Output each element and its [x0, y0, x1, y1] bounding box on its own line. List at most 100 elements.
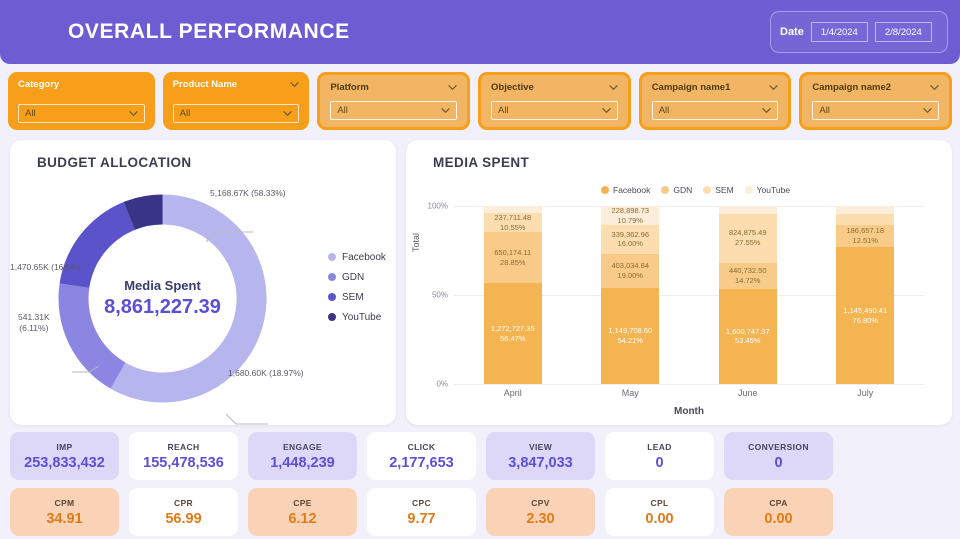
bar-segment-facebook-april[interactable]: 1,272,727.35 56.47%: [483, 283, 542, 384]
kpi-card-view[interactable]: VIEW 3,847,033: [486, 432, 595, 480]
kpi-card-cpr[interactable]: CPR 56.99: [129, 488, 238, 536]
filter-value: All: [819, 105, 830, 116]
filter-category[interactable]: Category All: [8, 72, 155, 130]
filter-select[interactable]: All: [172, 104, 300, 123]
segment-value-label: 339,362.96: [611, 229, 650, 239]
date-to-input[interactable]: 2/8/2024: [874, 22, 932, 42]
filter-label: Platform: [330, 82, 369, 93]
filter-select[interactable]: All: [330, 101, 458, 120]
filter-objective[interactable]: Objective All: [478, 72, 631, 130]
kpi-card-lead[interactable]: LEAD 0: [605, 432, 714, 480]
filter-campaign-name2[interactable]: Campaign name2 All: [799, 72, 953, 130]
kpi-value: 34.91: [46, 510, 83, 527]
filter-header: Objective: [491, 82, 618, 93]
filter-label: Category: [18, 79, 60, 90]
kpi-value: 1,448,239: [270, 454, 335, 471]
filter-product-name[interactable]: Product Name All: [162, 72, 310, 130]
bar-segment-gdn-july[interactable]: 186,657.18 12.51%: [836, 225, 895, 248]
bar-segment-youtube-april[interactable]: [483, 206, 542, 214]
x-tick-label-june: June: [737, 388, 758, 398]
kpi-card-cpl[interactable]: CPL 0.00: [605, 488, 714, 536]
filter-value: All: [658, 105, 670, 116]
segment-percent-label: 10.55%: [500, 222, 526, 232]
kpi-card-click[interactable]: CLICK 2,177,653: [367, 432, 476, 480]
bar-segment-gdn-june[interactable]: 440,732.50 14.72%: [718, 262, 777, 289]
bar-segment-sem-june[interactable]: 824,875.49 27.55%: [718, 213, 777, 263]
bar-legend-item-sem[interactable]: SEM: [703, 185, 734, 195]
segment-percent-label: 19.00%: [617, 270, 643, 280]
stacked-bar: 237,711.48 10.55% 650,174.11 28.85% 1,272,72…: [483, 206, 542, 384]
bar-legend-item-facebook[interactable]: Facebook: [601, 185, 650, 195]
kpi-card-engage[interactable]: ENGAGE 1,448,239: [248, 432, 357, 480]
bar-segment-gdn-april[interactable]: 650,174.11 28.85%: [483, 232, 542, 284]
segment-value-label: 186,657.18: [846, 226, 885, 236]
kpi-card-cpm[interactable]: CPM 34.91: [10, 488, 119, 536]
donut-segment-sem[interactable]: [59, 202, 135, 288]
bar-segment-youtube-may[interactable]: 228,898.73 10.79%: [601, 206, 660, 226]
kpi-label: CPC: [412, 497, 431, 508]
filter-select[interactable]: All: [651, 101, 779, 120]
bar-segment-youtube-june[interactable]: [718, 206, 777, 214]
donut-legend-item-gdn[interactable]: GDN: [328, 267, 386, 287]
donut-legend-item-sem[interactable]: SEM: [328, 287, 386, 307]
kpi-card-cpc[interactable]: CPC 9.77: [367, 488, 476, 536]
donut-segment-facebook[interactable]: [110, 194, 267, 403]
bar-column-july: 186,657.18 12.51% 1,145,490.41 76.80%: [807, 206, 925, 384]
date-from-input[interactable]: 1/4/2024: [810, 22, 868, 42]
kpi-value: 0: [655, 454, 664, 471]
kpi-card-cpe[interactable]: CPE 6.12: [248, 488, 357, 536]
bar-segment-facebook-july[interactable]: 1,145,490.41 76.80%: [836, 247, 895, 384]
chevron-down-icon: [923, 106, 932, 115]
media-spent-panel: MEDIA SPENT Facebook GDN SEM YouTube Total …: [406, 140, 952, 425]
kpi-card-cpa[interactable]: CPA 0.00: [724, 488, 833, 536]
stacked-bar: 186,657.18 12.51% 1,145,490.41 76.80%: [836, 206, 895, 384]
filter-value: All: [337, 105, 348, 116]
y-tick-0: 0%: [436, 379, 448, 389]
budget-allocation-panel: BUDGET ALLOCATION Media Spent 8,861,227.…: [10, 140, 396, 425]
donut-legend: Facebook GDN SEM YouTube: [328, 247, 386, 327]
filter-campaign-name1[interactable]: Campaign name1 All: [638, 72, 792, 130]
segment-percent-label: 53.45%: [735, 336, 761, 346]
donut-legend-item-facebook[interactable]: Facebook: [328, 247, 386, 267]
chevron-down-icon: [609, 83, 618, 92]
bar-legend-item-youtube[interactable]: YouTube: [744, 185, 790, 195]
filter-platform[interactable]: Platform All: [317, 72, 471, 130]
donut-segment-youtube[interactable]: [123, 194, 163, 230]
filter-select[interactable]: All: [491, 101, 618, 120]
bar-legend-item-gdn[interactable]: GDN: [661, 185, 692, 195]
filter-header: Campaign name1: [652, 82, 779, 93]
donut-segment-gdn[interactable]: [58, 283, 126, 389]
kpi-label: REACH: [167, 441, 200, 452]
kpi-card-conversion[interactable]: CONVERSION 0: [724, 432, 833, 480]
segment-value-label: 1,272,727.35: [490, 323, 535, 333]
y-tick-100: 100%: [427, 201, 448, 211]
donut-legend-item-youtube[interactable]: YouTube: [328, 307, 386, 327]
filter-select[interactable]: All: [812, 101, 940, 120]
kpi-card-imp[interactable]: IMP 253,833,432: [10, 432, 119, 480]
bar-segment-sem-may[interactable]: 339,362.96 16.00%: [601, 225, 660, 254]
donut-callout-youtube-value: 541.31K: [18, 312, 50, 322]
segment-value-label: 1,145,490.41: [843, 305, 888, 315]
chevron-down-icon: [441, 106, 450, 115]
donut-legend-label: YouTube: [342, 311, 382, 323]
bar-segment-sem-april[interactable]: 237,711.48 10.55%: [483, 213, 542, 233]
kpi-value: 3,847,033: [508, 454, 573, 471]
x-tick-label-may: May: [621, 388, 639, 398]
kpi-card-reach[interactable]: REACH 155,478,536: [129, 432, 238, 480]
bar-segment-youtube-july[interactable]: [836, 206, 895, 214]
page-header: OVERALL PERFORMANCE Date 1/4/2024 2/8/20…: [0, 0, 960, 64]
kpi-label: CPE: [293, 497, 312, 508]
date-range-picker[interactable]: Date 1/4/2024 2/8/2024: [770, 11, 948, 53]
bar-segment-gdn-may[interactable]: 403,034.84 19.00%: [601, 253, 660, 288]
bar-segment-facebook-may[interactable]: 1,149,708.60 54.21%: [601, 287, 660, 384]
segment-value-label: 403,034.84: [611, 260, 650, 270]
bar-segment-sem-july[interactable]: [836, 214, 895, 226]
bar-segment-facebook-june[interactable]: 1,600,747.37 53.45%: [718, 288, 777, 384]
kpi-grid-spacer: [843, 432, 952, 480]
filter-bar: Category All Product Name All Platform All Obj…: [8, 72, 953, 130]
segment-value-label: 824,875.49: [728, 228, 767, 238]
filter-select[interactable]: All: [18, 104, 145, 123]
segment-value-label: 650,174.11: [494, 248, 532, 258]
kpi-card-cpv[interactable]: CPV 2.30: [486, 488, 595, 536]
segment-percent-label: 12.51%: [852, 236, 878, 246]
